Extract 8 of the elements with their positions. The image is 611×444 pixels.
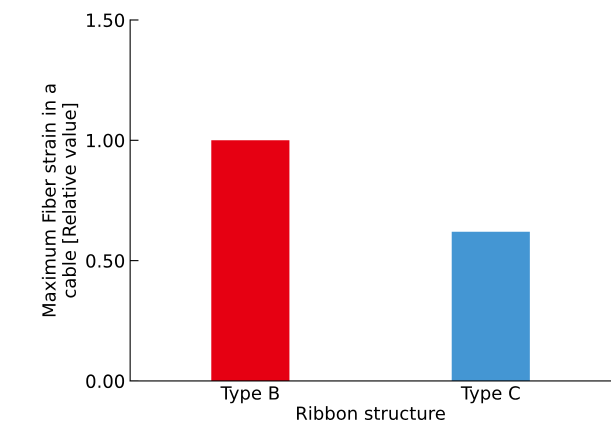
y-tick-label: 0.00: [86, 374, 124, 388]
x-tick-label: Type C: [460, 386, 520, 404]
y-tick-label: 0.50: [86, 254, 124, 268]
y-tick-label: 1.00: [87, 134, 124, 148]
y-tick-label: 1.50: [87, 13, 124, 28]
y-axis-title: Maximum Fiber strain in a cable [Relative value]: [42, 84, 78, 316]
x-tick-label: Type B: [220, 386, 279, 404]
x-axis-title: Ribbon structure: [297, 406, 445, 420]
